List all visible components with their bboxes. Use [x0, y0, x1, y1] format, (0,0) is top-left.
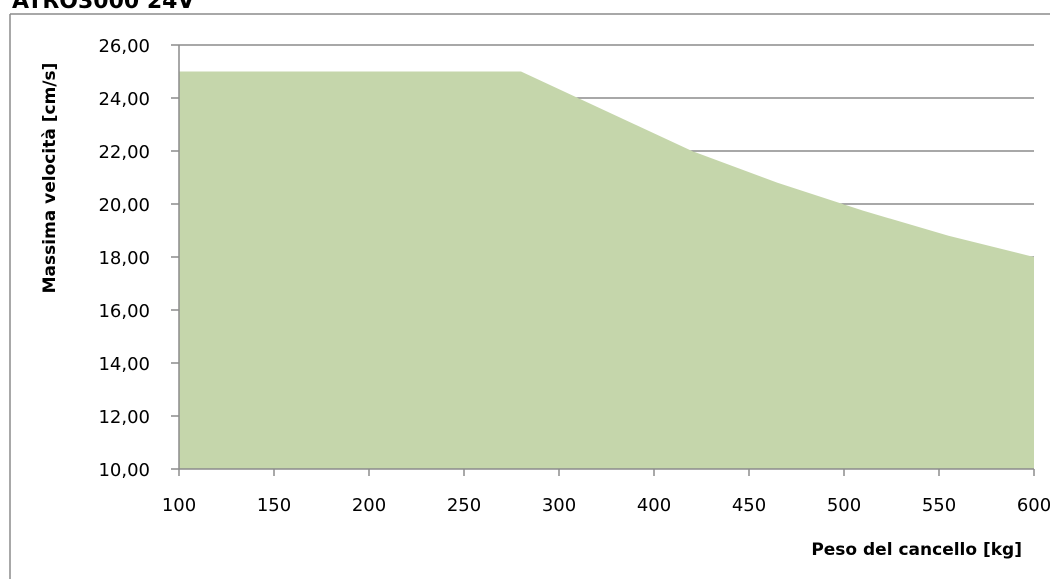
x-tick-label-1: 150	[257, 495, 291, 516]
x-tick-label-5: 400	[637, 495, 671, 516]
x-tick-label-6: 450	[732, 495, 766, 516]
chart-frame	[9, 13, 1050, 579]
y-tick-label-8: 26,00	[98, 36, 150, 57]
y-axis-title: Massima velocità [cm/s]	[40, 63, 60, 294]
x-tick-label-2: 200	[352, 495, 386, 516]
y-tick-label-3: 16,00	[98, 301, 150, 322]
y-tick-label-4: 18,00	[98, 248, 150, 269]
x-tick-labels: 100 150 200 250 300 400 450 500 550 600	[162, 469, 1051, 516]
y-tick-label-1: 12,00	[98, 407, 150, 428]
y-tick-label-2: 14,00	[98, 354, 150, 375]
x-tick-label-3: 250	[447, 495, 481, 516]
y-tick-label-0: 10,00	[98, 460, 150, 481]
y-tick-label-7: 24,00	[98, 89, 150, 110]
x-tick-label-7: 500	[827, 495, 861, 516]
y-tick-label-6: 22,00	[98, 142, 150, 163]
y-tick-labels: 10,00 12,00 14,00 16,00 18,00 20,00 22,00 24,00…	[98, 36, 150, 481]
area-fill	[179, 71, 1034, 469]
chart-title: ATRO3000 24V	[12, 0, 195, 14]
area-series	[178, 71, 1035, 469]
x-tick-label-4: 300	[542, 495, 576, 516]
x-tick-label-0: 100	[162, 495, 196, 516]
y-tick-label-5: 20,00	[98, 195, 150, 216]
x-tick-label-9: 600	[1017, 495, 1051, 516]
axes	[171, 45, 1034, 470]
x-tick-label-8: 550	[922, 495, 956, 516]
x-axis-title: Peso del cancello [kg]	[811, 540, 1022, 560]
